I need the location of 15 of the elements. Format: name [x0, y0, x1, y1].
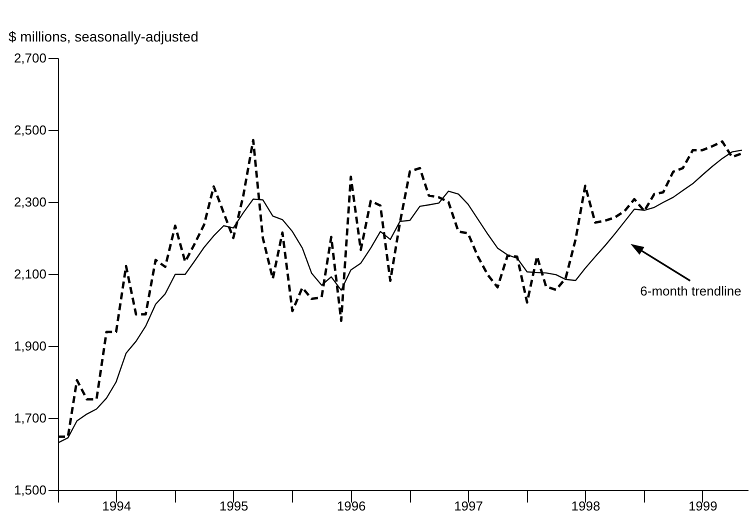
- x-tick-label: 1995: [219, 498, 248, 514]
- y-tick-label: 1,500: [14, 482, 46, 498]
- y-axis-title: $ millions, seasonally-adjusted: [8, 28, 198, 44]
- y-tick-label: 1,700: [14, 410, 46, 426]
- x-tick-label: 1996: [336, 498, 366, 514]
- x-tick-label: 1997: [454, 498, 483, 514]
- x-tick-label: 1999: [688, 498, 718, 514]
- y-tick-label: 2,700: [14, 50, 46, 66]
- y-tick-label: 2,300: [14, 194, 46, 210]
- x-tick-label: 1998: [571, 498, 600, 514]
- x-tick-label: 1994: [102, 498, 132, 514]
- y-tick-label: 2,500: [14, 122, 46, 138]
- y-tick-label: 2,100: [14, 266, 46, 282]
- annotation: 6-month trendline: [640, 283, 742, 298]
- y-tick-label: 1,900: [14, 338, 46, 354]
